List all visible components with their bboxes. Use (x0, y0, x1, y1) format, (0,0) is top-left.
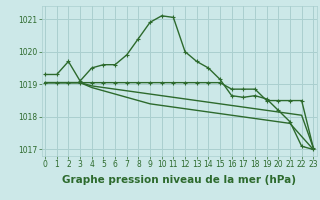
X-axis label: Graphe pression niveau de la mer (hPa): Graphe pression niveau de la mer (hPa) (62, 175, 296, 185)
